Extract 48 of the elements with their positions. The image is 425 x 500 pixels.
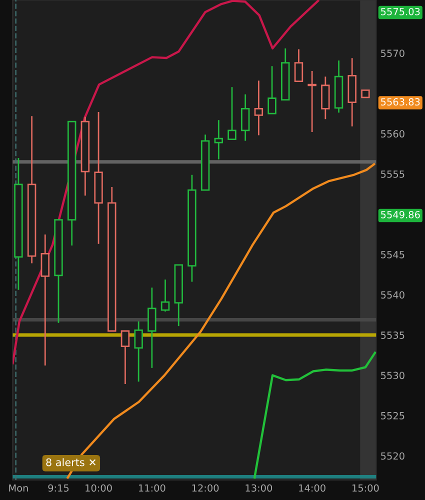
candlestick [54, 219, 63, 323]
y-tick-label: 5540 [381, 291, 404, 299]
candlestick [240, 94, 250, 141]
line-series [253, 352, 376, 479]
y-tick-label: 5570 [381, 50, 404, 57]
candlestick [148, 288, 156, 368]
y-tick-label: 5535 [381, 332, 404, 339]
candlestick [214, 120, 224, 160]
candlestick [228, 87, 236, 140]
candlestick [361, 90, 370, 98]
x-tick-label: 13:00 [246, 484, 272, 492]
x-tick-label: 14:00 [299, 484, 326, 492]
candlestick [80, 116, 90, 196]
candlestick [134, 321, 143, 382]
line-series [12, 0, 320, 364]
candlestick [120, 330, 130, 384]
candlestick [254, 80, 264, 136]
x-tick-label: 10:00 [86, 484, 112, 492]
candlestick [308, 70, 316, 132]
candlestick [348, 58, 356, 126]
candlestick [334, 60, 344, 113]
candlestick [200, 134, 210, 191]
text: 5549.86 [381, 210, 420, 218]
candlestick [294, 49, 304, 82]
candlestick [281, 48, 290, 101]
x-tick-label: 15:00 [352, 484, 379, 492]
x-tick-label: Mon [9, 484, 28, 492]
candlestick [94, 112, 103, 244]
candlestick [40, 234, 50, 366]
annotation: 8 alerts ✕ [46, 458, 96, 466]
y-tick-label: 5545 [381, 251, 404, 258]
x-tick-label: 12:00 [192, 484, 219, 492]
y-tick-label: 5520 [381, 452, 404, 460]
candlestick [174, 264, 183, 326]
candlestick [67, 120, 76, 246]
x-tick-label: 9:15 [48, 484, 69, 492]
text: 5575.03 [381, 8, 420, 16]
candlestick [321, 76, 330, 120]
candlestick [188, 174, 196, 282]
x-tick-label: 11:00 [138, 484, 166, 492]
candlestick [268, 66, 276, 114]
y-tick-label: 5525 [381, 412, 404, 420]
y-tick-label: 5560 [381, 130, 404, 138]
text: 5563.83 [381, 98, 420, 106]
y-tick-label: 5530 [381, 372, 404, 380]
y-tick-label: 5555 [381, 170, 404, 178]
candlestick [27, 116, 36, 264]
candlestick [108, 186, 116, 332]
